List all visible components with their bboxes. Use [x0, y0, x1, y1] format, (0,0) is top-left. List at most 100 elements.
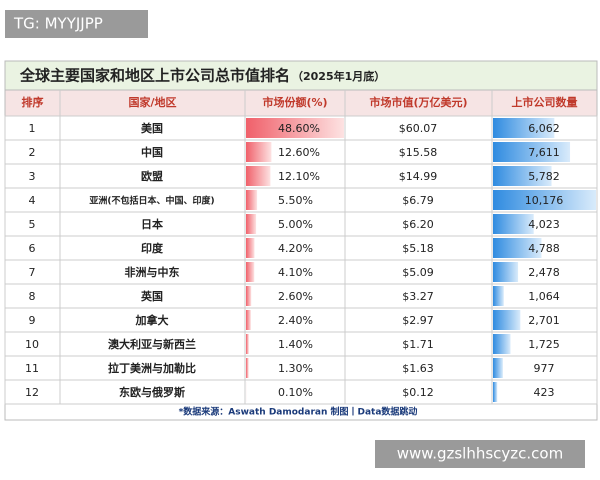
- rank-cell: 9: [29, 314, 36, 327]
- share-cell: 4.10%: [278, 266, 313, 279]
- market-cap-cell: $0.12: [402, 386, 434, 399]
- rank-cell: 6: [29, 242, 36, 255]
- market-cap-cell: $15.58: [399, 146, 438, 159]
- companies-bar: [493, 118, 555, 138]
- share-bar: [246, 310, 251, 330]
- region-cell: 东欧与俄罗斯: [119, 385, 185, 399]
- share-cell: 48.60%: [278, 122, 320, 135]
- share-cell: 1.40%: [278, 338, 313, 351]
- companies-cell: 6,062: [528, 122, 560, 135]
- market-cap-cell: $6.20: [402, 218, 434, 231]
- companies-bar: [493, 382, 498, 402]
- market-cap-cell: $2.97: [402, 314, 434, 327]
- share-cell: 5.50%: [278, 194, 313, 207]
- share-cell: 1.30%: [278, 362, 313, 375]
- share-bar: [246, 238, 255, 258]
- rank-cell: 12: [25, 386, 39, 399]
- companies-bar: [493, 214, 534, 234]
- share-bar: [246, 214, 257, 234]
- share-bar: [246, 358, 249, 378]
- region-cell: 澳大利亚与新西兰: [108, 337, 196, 351]
- rank-cell: 11: [25, 362, 39, 375]
- region-cell: 拉丁美洲与加勒比: [108, 361, 196, 375]
- rank-cell: 8: [29, 290, 36, 303]
- companies-cell: 5,782: [528, 170, 560, 183]
- region-cell: 英国: [140, 289, 163, 303]
- rank-cell: 7: [29, 266, 36, 279]
- companies-bar: [493, 286, 504, 306]
- table-title: 全球主要国家和地区上市公司总市值排名: [19, 67, 290, 85]
- companies-bar: [493, 358, 503, 378]
- region-cell: 日本: [141, 217, 163, 231]
- region-cell: 印度: [141, 241, 164, 255]
- market-cap-cell: $1.71: [402, 338, 434, 351]
- region-cell: 加拿大: [135, 313, 169, 327]
- watermark-bottom: www.gzslhhscyzc.com: [397, 445, 563, 463]
- rank-cell: 2: [29, 146, 36, 159]
- share-bar: [246, 118, 344, 138]
- share-cell: 2.40%: [278, 314, 313, 327]
- share-cell: 5.00%: [278, 218, 313, 231]
- companies-cell: 2,701: [528, 314, 560, 327]
- companies-cell: 1,064: [528, 290, 560, 303]
- header-cell: 市场市值(万亿美元): [369, 95, 467, 109]
- market-cap-cell: $3.27: [402, 290, 434, 303]
- market-cap-cell: $1.63: [402, 362, 434, 375]
- share-cell: 12.10%: [278, 170, 320, 183]
- share-bar: [246, 166, 271, 186]
- share-bar: [246, 190, 258, 210]
- companies-bar: [493, 310, 521, 330]
- market-cap-cell: $14.99: [399, 170, 438, 183]
- row: [4, 379, 598, 405]
- companies-cell: 423: [534, 386, 555, 399]
- share-bar: [246, 286, 252, 306]
- header-cell: 市场份额(%): [262, 95, 327, 109]
- rank-cell: 3: [29, 170, 36, 183]
- header-cell: 上市公司数量: [512, 95, 578, 109]
- rank-cell: 5: [29, 218, 36, 231]
- share-cell: 2.60%: [278, 290, 313, 303]
- share-bar: [246, 142, 272, 162]
- market-cap-cell: $6.79: [402, 194, 434, 207]
- rank-cell: 4: [29, 194, 36, 207]
- companies-bar: [493, 238, 542, 258]
- footer: *数据来源：Aswath Damodaran 制图丨Data数据跳动: [179, 406, 418, 418]
- table-subtitle: （2025年1月底）: [292, 69, 385, 83]
- rank-cell: 1: [29, 122, 36, 135]
- market-cap-cell: $5.09: [402, 266, 434, 279]
- companies-bar: [493, 166, 552, 186]
- market-cap-cell: $5.18: [402, 242, 434, 255]
- companies-bar: [493, 142, 571, 162]
- header-cell: 国家/地区: [128, 95, 176, 109]
- watermark-box: [5, 10, 148, 38]
- companies-bar: [493, 262, 519, 282]
- companies-bar: [493, 334, 511, 354]
- region-cell: 中国: [141, 145, 163, 159]
- companies-bar: [493, 190, 596, 210]
- companies-cell: 4,023: [528, 218, 560, 231]
- share-bar: [246, 262, 255, 282]
- region-cell: 欧盟: [141, 169, 163, 183]
- rank-cell: 10: [25, 338, 39, 351]
- share-cell: 4.20%: [278, 242, 313, 255]
- header-row: [4, 89, 598, 117]
- region-cell: 亚洲(不包括日本、中国、印度): [89, 195, 214, 207]
- share-cell: 0.10%: [278, 386, 313, 399]
- share-cell: 12.60%: [278, 146, 320, 159]
- header-cell: 排序: [22, 95, 44, 109]
- share-bar: [246, 334, 249, 354]
- companies-cell: 1,725: [528, 338, 560, 351]
- companies-cell: 10,176: [525, 194, 564, 207]
- region-cell: 美国: [141, 121, 163, 135]
- watermark-top: TG: MYYJJPP: [13, 15, 103, 33]
- watermark-box: [375, 440, 585, 468]
- companies-cell: 7,611: [528, 146, 560, 159]
- companies-cell: 2,478: [528, 266, 560, 279]
- region-cell: 非洲与中东: [125, 265, 180, 279]
- companies-cell: 977: [534, 362, 555, 375]
- title-row: [4, 60, 598, 91]
- companies-cell: 4,788: [528, 242, 560, 255]
- market-cap-cell: $60.07: [399, 122, 438, 135]
